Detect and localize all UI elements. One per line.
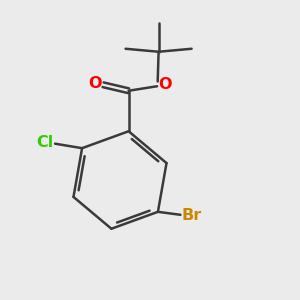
Text: Br: Br — [182, 208, 202, 223]
Text: O: O — [88, 76, 102, 91]
Text: O: O — [159, 77, 172, 92]
Text: Cl: Cl — [36, 135, 54, 150]
